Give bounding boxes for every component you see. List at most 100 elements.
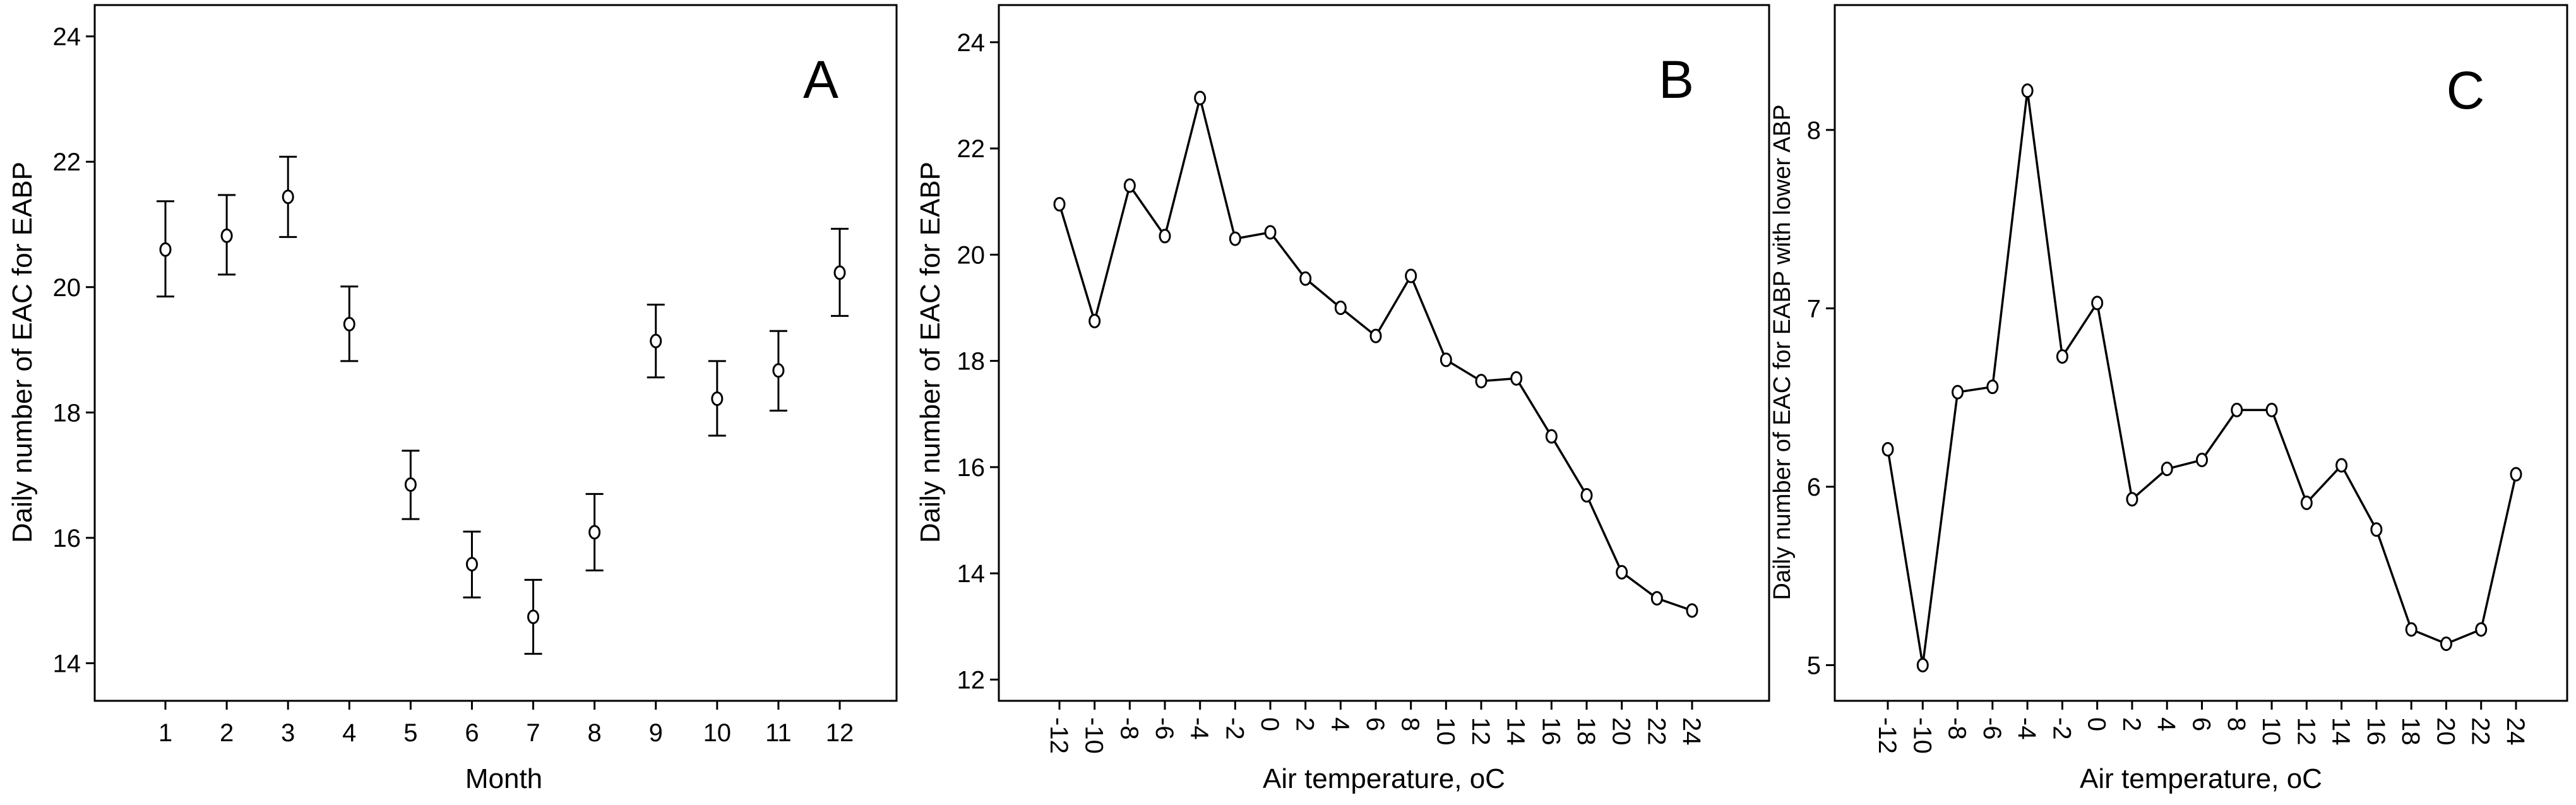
data-point — [1510, 371, 1523, 386]
y-tick-label: 20 — [957, 241, 986, 269]
data-point — [2231, 402, 2243, 417]
data-point — [650, 333, 662, 349]
y-tick-label: 22 — [957, 135, 986, 163]
y-axis: 12 14 16 18 20 22 24 — [957, 29, 999, 694]
x-tick-label: 7 — [526, 719, 540, 747]
data-point — [833, 265, 846, 280]
x-tick-label: 10 — [703, 719, 732, 747]
x-tick-label: 2 — [1291, 717, 1319, 731]
data-point — [2126, 492, 2138, 507]
y-tick-label: 5 — [1807, 652, 1821, 679]
data-point — [2161, 462, 2173, 477]
x-tick-label: 24 — [1678, 717, 1705, 746]
data-point — [588, 525, 601, 540]
y-axis-label: Daily number of EAC for EABP — [915, 162, 946, 543]
x-tick-label: 22 — [1642, 717, 1670, 746]
x-tick-label: 16 — [2362, 717, 2390, 746]
x-tick-label: 8 — [2222, 717, 2250, 731]
y-axis: 14 16 18 20 22 24 — [53, 23, 95, 677]
data-point — [1334, 300, 1347, 315]
x-tick-label: 6 — [2188, 717, 2215, 731]
data-point — [282, 189, 294, 205]
data-point — [1952, 385, 1964, 400]
y-tick-label: 22 — [53, 148, 81, 176]
data-point — [1986, 379, 1999, 395]
x-tick-label: -10 — [1080, 717, 1108, 754]
data-point — [2370, 522, 2383, 537]
y-tick-label: 24 — [957, 29, 986, 57]
data-point — [159, 242, 172, 257]
line-series — [1053, 90, 1698, 618]
x-axis-label: Air temperature, oC — [2080, 763, 2322, 794]
x-tick-label: 10 — [2257, 717, 2285, 746]
data-point — [1916, 657, 1929, 672]
data-point — [1475, 374, 1488, 389]
panel-letter: C — [2447, 61, 2485, 120]
x-tick-label: -6 — [1150, 717, 1178, 740]
y-axis: 5 6 7 8 — [1807, 117, 1835, 679]
x-tick-label: 14 — [1502, 717, 1530, 746]
x-tick-label: 0 — [1256, 717, 1284, 731]
data-point — [1194, 90, 1207, 105]
x-tick-label: 9 — [649, 719, 663, 747]
data-point — [1123, 178, 1136, 193]
x-tick-label: -2 — [2048, 717, 2075, 740]
x-tick-label: -10 — [1908, 717, 1936, 754]
data-point — [1440, 352, 1452, 367]
x-tick-label: 6 — [1361, 717, 1389, 731]
error-bar-series — [157, 155, 849, 655]
x-tick-label: 4 — [1326, 717, 1354, 731]
x-tick-label: 4 — [342, 719, 356, 747]
y-tick-label: 16 — [53, 525, 81, 552]
x-tick-label: -4 — [1186, 717, 1213, 740]
x-tick-label: -12 — [1045, 717, 1073, 754]
x-tick-label: 2 — [220, 719, 234, 747]
plot-frame — [998, 4, 1770, 702]
x-tick-label: 22 — [2467, 717, 2495, 746]
data-point — [2196, 453, 2208, 468]
data-point — [1264, 225, 1277, 240]
x-tick-label: 20 — [2431, 717, 2459, 746]
data-point — [1650, 591, 1663, 606]
data-point — [2056, 349, 2068, 364]
y-tick-label: 6 — [1807, 474, 1821, 501]
data-point — [1369, 328, 1382, 343]
x-axis-label: Month — [465, 763, 542, 794]
x-tick-label: 20 — [1607, 717, 1635, 746]
y-tick-label: 12 — [957, 666, 986, 694]
x-tick-label: 14 — [2327, 717, 2355, 746]
panel-a: A Month Daily number of EAC for EABP 141… — [7, 4, 898, 794]
y-tick-label: 14 — [957, 560, 986, 588]
data-point — [1229, 231, 1241, 246]
x-tick-label: 18 — [2397, 717, 2424, 746]
y-tick-label: 14 — [53, 650, 81, 677]
x-axis: -12 -10 -8 -6 -4 -2 0 2 4 6 8 10 12 14 16 18 20 22 24 — [1873, 701, 2529, 754]
x-tick-label: 12 — [1467, 717, 1494, 746]
data-point — [711, 391, 724, 406]
x-tick-label: 6 — [465, 719, 479, 747]
data-point — [2510, 467, 2522, 482]
data-point — [1686, 603, 1698, 618]
x-tick-label: 3 — [281, 719, 295, 747]
x-tick-label: 18 — [1572, 717, 1600, 746]
x-tick-label: 4 — [2152, 717, 2180, 731]
data-point — [220, 228, 233, 243]
y-tick-label: 7 — [1807, 295, 1821, 323]
y-tick-label: 18 — [53, 399, 81, 427]
data-point — [2440, 636, 2452, 652]
x-tick-label: -8 — [1115, 717, 1143, 740]
x-tick-label: 2 — [2118, 717, 2145, 731]
x-tick-label: 24 — [2501, 717, 2529, 746]
x-tick-label: -8 — [1943, 717, 1971, 740]
y-tick-label: 16 — [957, 454, 986, 482]
x-tick-label: -6 — [1978, 717, 2006, 740]
x-axis-label: Air temperature, oC — [1263, 763, 1505, 794]
y-tick-label: 20 — [53, 274, 81, 302]
x-tick-label: 8 — [588, 719, 602, 747]
x-tick-label: 8 — [1397, 717, 1424, 731]
data-point — [1881, 442, 1894, 457]
data-point — [1299, 271, 1312, 286]
data-point — [2405, 622, 2418, 637]
